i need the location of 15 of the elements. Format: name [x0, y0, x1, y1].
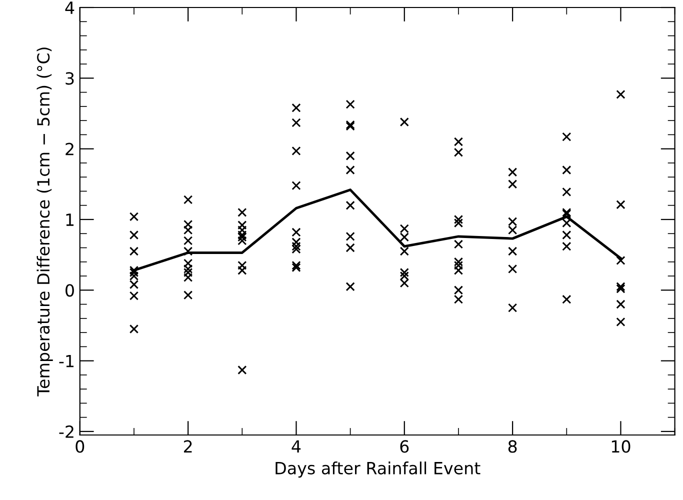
x-tick-label: 4 [292, 440, 301, 453]
y-tick-label: 2 [66, 142, 74, 156]
x-tick-label: 2 [184, 440, 192, 453]
y-tick-label: 0 [66, 284, 74, 297]
y-tick-label: -1 [59, 354, 74, 368]
x-tick-label: 0 [76, 440, 84, 453]
y-tick-label: 1 [66, 214, 74, 226]
y-tick-label: 3 [66, 72, 74, 85]
x-tick-label: 10 [612, 440, 630, 453]
y-tick-label: 4 [65, 2, 74, 14]
y-axis-title: Temperature Difference (1cm − 5cm) (°C) [36, 48, 53, 396]
y-tick-label: -2 [59, 425, 74, 438]
x-tick-label: 8 [508, 440, 517, 453]
x-tick-label: 6 [400, 440, 409, 453]
x-axis-title: Days after Rainfall Event [276, 462, 480, 478]
